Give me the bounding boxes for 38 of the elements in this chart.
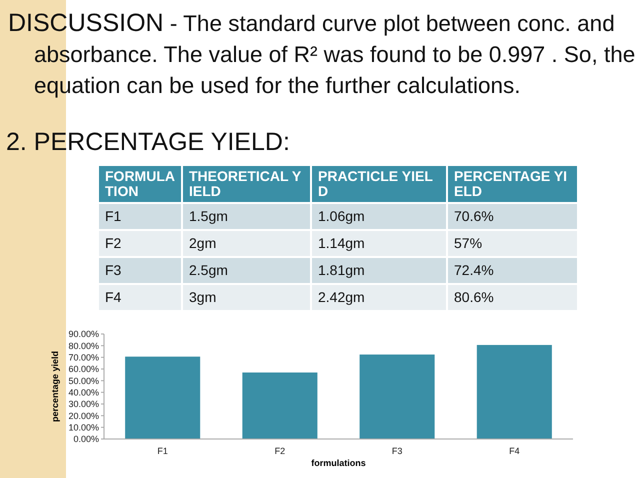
x-tick-label: F3 [392, 446, 402, 456]
text: 70.6% [447, 203, 578, 230]
y-tick-label: 50.00% [68, 376, 99, 386]
category-label: F4 [105, 289, 122, 305]
x-tick-label: F2 [274, 446, 286, 456]
text: THEORETICAL YIELD [182, 165, 311, 203]
y-tick-label: 80.00% [68, 340, 99, 351]
text: 2.42gm [311, 284, 447, 311]
text: 1.14gm [311, 230, 447, 257]
category-label: F2 [105, 235, 122, 251]
text: 2.5gm [182, 257, 311, 284]
y-tick-label: 70.00% [68, 352, 99, 362]
y-tick-label: 30.00% [68, 399, 99, 410]
category-label: F3 [105, 262, 122, 278]
x-tick-label: F1 [157, 446, 168, 456]
y-tick-label: 90.00% [68, 329, 99, 340]
text: PRACTICLE YIELD [311, 165, 447, 203]
x-tick-label: F4 [509, 446, 520, 456]
x-axis-title: formulations [311, 458, 366, 468]
y-axis-title: percentage yield [50, 350, 60, 422]
text: 2gm [182, 230, 311, 257]
text: 80.6% [447, 284, 578, 311]
category-label: F1 [105, 208, 122, 224]
text: FORMULATION [98, 165, 182, 203]
y-tick-label: 40.00% [68, 387, 99, 398]
text: PERCENTAGE YIELD [447, 165, 578, 203]
text: 2. PERCENTAGE YIELD: [6, 128, 290, 157]
y-tick-label: 60.00% [68, 364, 99, 374]
y-tick-label: 0.00% [73, 434, 99, 444]
text: 1.06gm [311, 203, 447, 230]
text: 1.81gm [311, 257, 447, 284]
text: 57% [447, 230, 578, 257]
text: 1.5gm [182, 203, 311, 230]
text: DISCUSSION - The standard curve plot between conc. and absorbance. The value of R² was found to be 0.997 . So, the equation can be used for the further calculations. [8, 9, 636, 98]
y-tick-label: 20.00% [68, 410, 99, 421]
text: 3gm [182, 284, 311, 311]
text: 72.4% [447, 257, 578, 284]
y-tick-label: 10.00% [68, 422, 99, 432]
